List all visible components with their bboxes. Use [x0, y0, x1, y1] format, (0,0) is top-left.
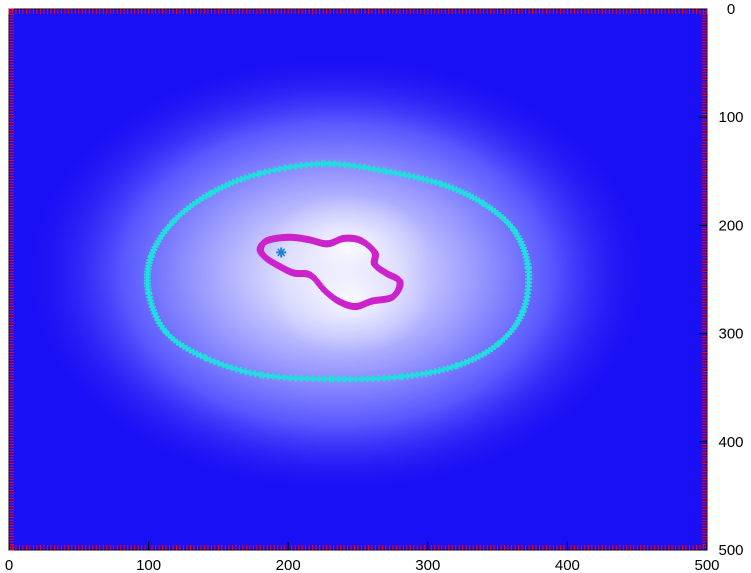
- y-tick-label: 500: [718, 542, 743, 559]
- contour-series: [143, 160, 533, 383]
- major-ticks: [8, 8, 708, 551]
- marker-point: [276, 247, 287, 258]
- axes: 0 100 200 300 400 500 0 100 200 300 400 500: [5, 1, 744, 573]
- contour-series: [256, 233, 404, 311]
- edge-ticks: [8, 8, 708, 551]
- x-tick-label: 200: [276, 557, 301, 573]
- y-tick-label: 400: [718, 434, 743, 451]
- plot-area: [9, 9, 707, 550]
- y-tick-label: 300: [718, 326, 743, 343]
- x-tick-label: 500: [694, 557, 719, 573]
- x-tick-label: 100: [136, 557, 161, 573]
- x-tick-label: 300: [415, 557, 440, 573]
- heatmap-peak: [271, 243, 432, 354]
- y-tick-label: 0: [727, 1, 735, 18]
- x-tick-label: 400: [555, 557, 580, 573]
- x-tick-label: 0: [5, 557, 13, 573]
- y-tick-label: 200: [718, 217, 743, 234]
- y-tick-label: 100: [718, 109, 743, 126]
